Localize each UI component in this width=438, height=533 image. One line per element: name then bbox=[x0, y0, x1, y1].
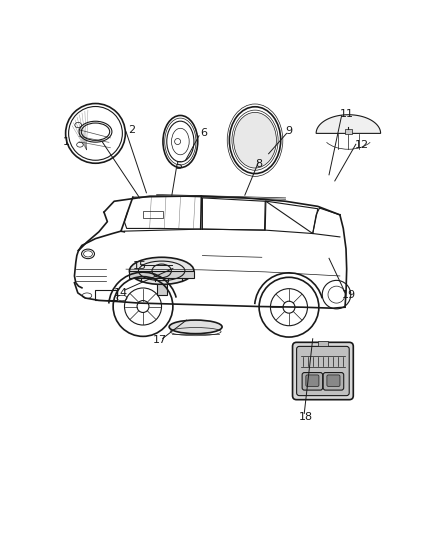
Text: 9: 9 bbox=[286, 126, 293, 136]
Bar bbox=[156, 285, 167, 295]
Text: 2: 2 bbox=[128, 125, 135, 135]
Ellipse shape bbox=[169, 320, 222, 334]
FancyBboxPatch shape bbox=[306, 375, 319, 386]
FancyBboxPatch shape bbox=[327, 375, 340, 386]
Bar bbox=[318, 341, 328, 346]
Text: 1: 1 bbox=[63, 137, 70, 147]
Text: 19: 19 bbox=[342, 289, 356, 300]
Text: 5: 5 bbox=[175, 160, 182, 171]
Bar bbox=[345, 128, 352, 134]
Text: 15: 15 bbox=[133, 261, 147, 271]
Polygon shape bbox=[130, 271, 194, 278]
Text: 18: 18 bbox=[299, 412, 313, 422]
Text: 8: 8 bbox=[255, 159, 262, 169]
Ellipse shape bbox=[233, 112, 276, 168]
FancyBboxPatch shape bbox=[323, 373, 344, 390]
Ellipse shape bbox=[129, 257, 194, 285]
Polygon shape bbox=[316, 115, 381, 133]
Text: 11: 11 bbox=[340, 109, 354, 119]
FancyBboxPatch shape bbox=[293, 342, 353, 400]
Text: 12: 12 bbox=[355, 140, 369, 150]
FancyBboxPatch shape bbox=[302, 373, 323, 390]
FancyBboxPatch shape bbox=[297, 346, 349, 395]
Text: 6: 6 bbox=[201, 128, 208, 139]
Text: 17: 17 bbox=[153, 335, 167, 345]
Text: 14: 14 bbox=[114, 288, 128, 298]
Bar bbox=[95, 290, 117, 301]
Bar bbox=[143, 212, 163, 218]
